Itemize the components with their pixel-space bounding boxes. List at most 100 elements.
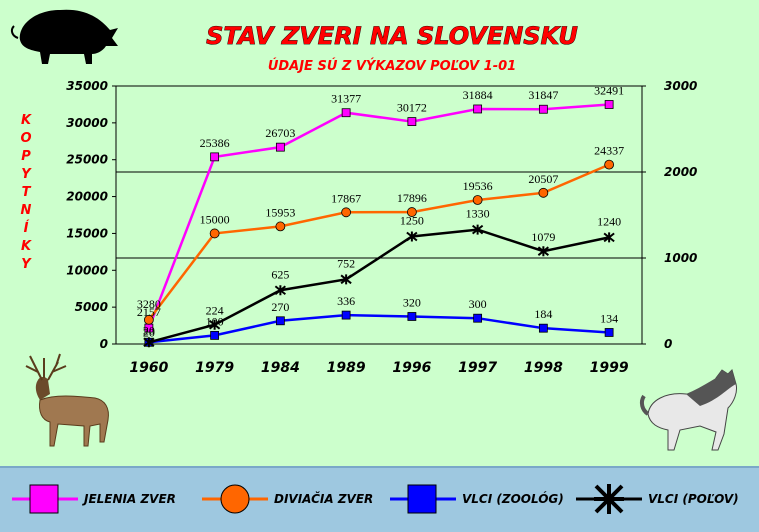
data-label: 320 <box>403 295 421 309</box>
right-tick-label: 1000 <box>664 251 697 265</box>
data-label: 30172 <box>397 101 427 115</box>
data-point <box>210 152 220 162</box>
left-tick-label: 15000 <box>66 226 108 240</box>
data-label: 20 <box>143 325 155 339</box>
wolf-icon <box>639 369 737 451</box>
data-label: 270 <box>271 300 289 314</box>
data-label: 100 <box>206 314 224 328</box>
chart-subtitle: ÚDAJE SÚ Z VÝKAZOV POĽOV 1-01 <box>268 58 516 74</box>
legend-item-vlci-polov: VLCI (POĽOV) <box>576 484 739 514</box>
data-label: 17867 <box>331 191 361 205</box>
x-tick-label: 1998 <box>524 360 563 376</box>
data-label: 3280 <box>137 297 161 311</box>
data-point <box>604 159 615 170</box>
data-point <box>341 108 351 118</box>
data-label: 26703 <box>265 126 295 140</box>
data-label: 1250 <box>400 214 424 228</box>
series-line <box>148 228 610 344</box>
left-tick-label: 0 <box>100 337 108 351</box>
legend-marker-star-black <box>576 484 642 514</box>
series-line <box>148 313 610 344</box>
left-axis-ticks: 0 5000 10000 15000 20000 25000 30000 35000 <box>66 79 116 351</box>
series-line <box>147 103 610 329</box>
x-tick-label: 1984 <box>261 360 300 376</box>
data-point <box>603 232 615 243</box>
data-point <box>209 319 221 330</box>
y-axis-label-letter: P <box>21 149 31 164</box>
data-label: 20 <box>143 323 155 337</box>
data-label: 134 <box>600 311 618 325</box>
legend-item-diviacia: DIVIAČIA ZVER <box>202 484 373 514</box>
legend-label: VLCI (ZOOLÓG) <box>462 492 564 506</box>
data-label: 15000 <box>200 212 230 226</box>
data-label: 25386 <box>200 136 230 150</box>
data-point <box>143 337 155 348</box>
data-label: 24337 <box>594 144 624 158</box>
legend-label: DIVIAČIA ZVER <box>274 492 374 506</box>
x-tick-label: 1960 <box>129 360 168 376</box>
data-point <box>209 228 220 239</box>
right-tick-label: 2000 <box>664 165 697 179</box>
data-point <box>538 187 549 198</box>
x-tick-label: 1999 <box>590 360 629 376</box>
data-point <box>341 310 351 320</box>
data-label: 2157 <box>137 305 161 319</box>
data-label: 336 <box>337 294 355 308</box>
y-axis-label-letter: Y <box>21 167 32 182</box>
series-layer <box>143 100 615 348</box>
data-label: 19536 <box>463 179 493 193</box>
data-point <box>604 100 614 109</box>
legend-marker-square-magenta <box>12 484 78 514</box>
legend-item-vlci-zoolog: VLCI (ZOOLÓG) <box>390 484 564 514</box>
data-point <box>472 195 483 205</box>
right-axis-ticks: 0 1000 2000 3000 <box>642 79 697 351</box>
data-point <box>274 285 286 296</box>
data-point <box>275 142 285 152</box>
left-tick-label: 20000 <box>66 190 108 204</box>
data-label: 1240 <box>597 214 621 228</box>
left-tick-label: 35000 <box>66 79 108 93</box>
y-axis-label-letter: K <box>21 113 32 128</box>
left-tick-label: 5000 <box>75 300 108 314</box>
data-labels-layer: 2157 25386 26703 31377 30172 31884 31847 32491 3… <box>137 83 624 339</box>
x-tick-label: 1979 <box>195 360 234 376</box>
data-point <box>406 231 418 242</box>
data-label: 300 <box>469 297 487 311</box>
x-axis-ticks: 1960 1979 1984 1989 1996 1997 1998 1999 <box>129 360 628 376</box>
boar-icon <box>10 9 119 64</box>
data-point <box>473 313 483 323</box>
y-axis-label-letter: T <box>22 185 32 200</box>
data-point <box>538 323 548 333</box>
data-point <box>275 221 286 232</box>
y-axis-label-letter: K <box>21 239 32 254</box>
y-axis-label-letter: Í <box>24 220 30 236</box>
data-label: 625 <box>271 267 289 281</box>
data-point <box>340 274 352 285</box>
legend-item-jelenia: JELENIA ZVER <box>12 484 176 514</box>
y-axis-label-letter: N <box>21 203 32 218</box>
left-tick-label: 30000 <box>66 116 108 130</box>
data-point <box>472 224 484 235</box>
data-point <box>473 104 483 114</box>
legend-marker-circle-orange <box>202 484 268 514</box>
data-point <box>143 314 154 325</box>
data-label: 17896 <box>397 191 427 205</box>
data-label: 752 <box>337 256 355 270</box>
data-point <box>538 104 548 114</box>
left-tick-label: 10000 <box>66 263 108 277</box>
legend-marker-square-blue <box>390 484 456 514</box>
data-label: 224 <box>206 304 224 318</box>
data-label: 31847 <box>528 88 558 102</box>
legend: JELENIA ZVER DIVIAČIA ZVER VLCI (ZOOLÓG)… <box>0 466 759 532</box>
data-label: 1330 <box>466 207 490 221</box>
data-label: 1079 <box>531 230 555 244</box>
data-label: 15953 <box>265 205 295 219</box>
data-point <box>210 330 220 340</box>
chart-svg: STAV ZVERI NA SLOVENSKU ÚDAJE SÚ Z VÝKAZ… <box>10 9 737 451</box>
data-label: 20507 <box>528 172 558 186</box>
legend-label: VLCI (POĽOV) <box>648 492 739 506</box>
x-tick-label: 1996 <box>392 360 431 376</box>
y-axis-label-letter: Y <box>21 257 32 272</box>
